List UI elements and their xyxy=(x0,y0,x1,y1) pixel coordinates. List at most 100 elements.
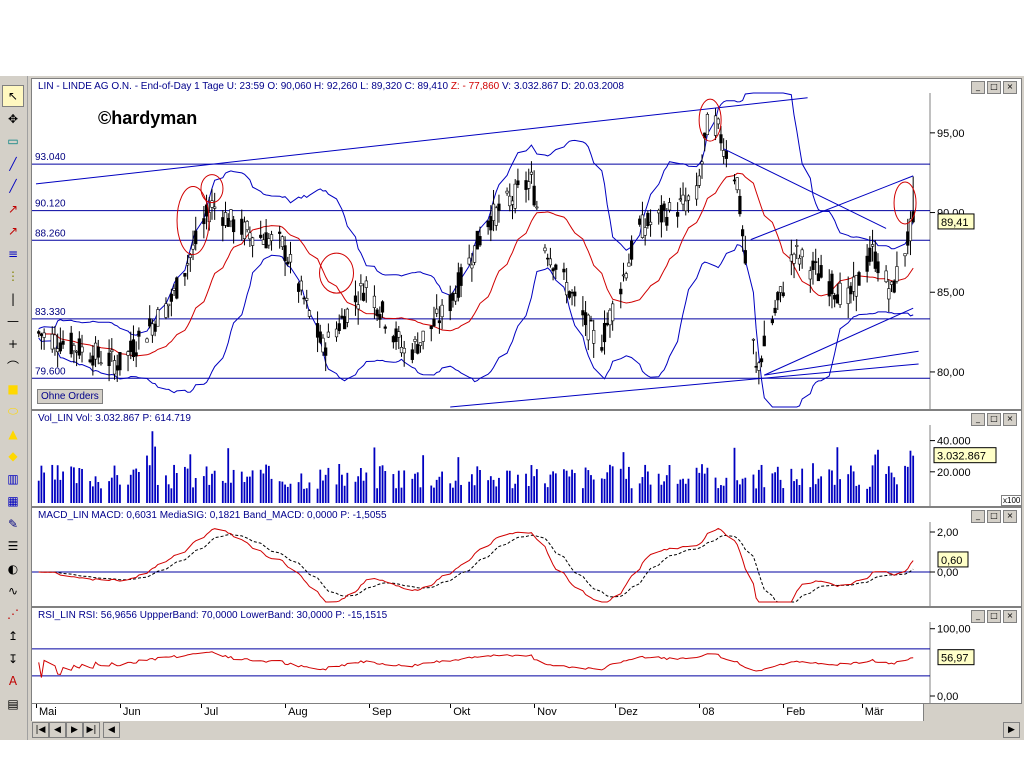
volume-bar xyxy=(877,449,879,503)
volume-bar xyxy=(644,464,647,503)
moving-average-line xyxy=(38,172,914,357)
minimize-button[interactable]: _ xyxy=(971,610,985,623)
macd-chart-svg[interactable]: 2,00 0,000,60 xyxy=(32,508,1021,606)
volume-bar xyxy=(611,466,614,503)
bars-icon[interactable]: ▤ xyxy=(7,696,19,711)
candle-body xyxy=(811,260,815,270)
candle-body xyxy=(478,236,482,246)
close-button[interactable]: × xyxy=(1003,510,1017,523)
volume-bar xyxy=(755,488,758,503)
diamond-icon[interactable]: ◆ xyxy=(8,449,18,463)
volume-bar xyxy=(327,467,330,503)
square-icon[interactable]: ■ xyxy=(7,381,19,396)
volume-bar xyxy=(858,484,860,503)
price-chart-svg[interactable]: 93.04090.12088.26083.33079.60095,0090,00… xyxy=(32,79,1021,409)
volume-bar xyxy=(132,469,135,503)
scroll-left-button[interactable]: ◀ xyxy=(103,722,120,738)
volume-bar xyxy=(525,473,527,503)
fan-icon[interactable]: ⋰ xyxy=(7,606,19,621)
candle-body xyxy=(250,237,255,246)
volume-bar xyxy=(411,478,414,503)
triangle-icon[interactable]: ▲ xyxy=(8,426,18,441)
volume-chart-svg[interactable]: 40.000 20.000 3.032.867 xyxy=(32,411,1021,506)
ellipse-icon[interactable]: ⬭ xyxy=(7,403,19,418)
pane-window-buttons: _ □ × xyxy=(971,610,1017,623)
candle-body xyxy=(56,348,60,353)
candle-body xyxy=(61,340,65,345)
maximize-button[interactable]: □ xyxy=(987,610,1001,623)
horizontal-level-label: 93.040 xyxy=(35,152,66,163)
maximize-button[interactable]: □ xyxy=(987,413,1001,426)
rsi-line xyxy=(38,651,914,678)
minimize-button[interactable]: _ xyxy=(971,510,985,523)
split-icon[interactable]: ▥ xyxy=(7,471,19,486)
forward-button[interactable]: ▶ xyxy=(66,722,83,738)
maximize-button[interactable]: □ xyxy=(987,510,1001,523)
volume-bar xyxy=(722,485,725,503)
volume-bar xyxy=(297,482,300,503)
text-icon[interactable]: A xyxy=(8,674,18,688)
volume-bar xyxy=(492,479,495,503)
ray-icon[interactable]: ↗ xyxy=(7,201,19,216)
ray-icon[interactable]: ↗ xyxy=(7,224,19,238)
wave-icon[interactable]: ∿ xyxy=(7,584,19,598)
rect-icon[interactable]: ▭ xyxy=(7,134,19,148)
candle-body xyxy=(889,281,894,285)
candle-body xyxy=(529,171,534,175)
first-button[interactable]: |◀ xyxy=(32,722,49,738)
candle-body xyxy=(451,292,455,301)
list-icon[interactable]: ☰ xyxy=(7,539,19,553)
scale-factor-label: x100 xyxy=(1001,495,1023,506)
candle-body xyxy=(870,244,875,247)
volume-bar xyxy=(316,488,319,503)
volume-bar xyxy=(552,471,554,503)
hline-icon[interactable]: — xyxy=(7,314,19,328)
candle-body xyxy=(565,282,569,296)
volume-bar xyxy=(752,474,755,503)
cursor-icon[interactable]: ↖ xyxy=(2,85,24,107)
close-button[interactable]: × xyxy=(1003,610,1017,623)
candle-body xyxy=(887,288,891,300)
down-arrow-icon[interactable]: ↧ xyxy=(7,651,19,666)
volume-bar xyxy=(243,482,246,503)
candle-body xyxy=(743,250,747,264)
volume-bar xyxy=(741,478,744,503)
close-button[interactable]: × xyxy=(1003,81,1017,94)
fib-icon[interactable]: ⋮ xyxy=(7,269,19,283)
grid-icon[interactable]: ▦ xyxy=(7,494,19,508)
arc-icon[interactable]: ⌒ xyxy=(6,359,19,374)
scroll-right-button[interactable]: ▶ xyxy=(1003,722,1020,738)
last-price-box xyxy=(937,213,975,230)
ohne-orders-button[interactable]: Ohne Orders xyxy=(37,389,103,404)
channel-icon[interactable]: ≡ xyxy=(7,246,19,261)
volume-bar xyxy=(744,477,747,503)
candle-body xyxy=(835,294,839,304)
minimize-button[interactable]: _ xyxy=(971,81,985,94)
volume-bar xyxy=(89,481,92,503)
x-tick-label: Mai xyxy=(39,706,57,718)
candle-body xyxy=(337,323,341,331)
gauge-icon[interactable]: ◐ xyxy=(7,561,19,576)
pen-icon[interactable]: ✎ xyxy=(7,516,19,531)
candle-body xyxy=(264,232,268,249)
crosshair-icon[interactable]: ✥ xyxy=(7,111,19,126)
back-fast-button[interactable]: ◀ xyxy=(49,722,66,738)
minimize-button[interactable]: _ xyxy=(971,413,985,426)
close-button[interactable]: × xyxy=(1003,413,1017,426)
candle-body xyxy=(722,150,726,157)
line-icon[interactable]: ╱ xyxy=(9,156,17,171)
volume-bar xyxy=(590,475,592,503)
last-button[interactable]: ▶| xyxy=(83,722,100,738)
line-icon[interactable]: ╱ xyxy=(9,179,17,193)
candle-body xyxy=(505,190,509,194)
volume-bar xyxy=(527,486,530,503)
candle-body xyxy=(643,227,647,236)
maximize-button[interactable]: □ xyxy=(987,81,1001,94)
rsi-chart-svg[interactable]: 100,00 0,00 56,97 xyxy=(32,608,1021,703)
candle-body xyxy=(638,218,642,225)
cross-icon[interactable]: + xyxy=(7,336,19,351)
up-arrow-icon[interactable]: ↥ xyxy=(7,629,19,643)
volume-bar xyxy=(73,467,75,503)
vline-icon[interactable]: | xyxy=(10,291,16,306)
candle-body xyxy=(375,309,379,317)
